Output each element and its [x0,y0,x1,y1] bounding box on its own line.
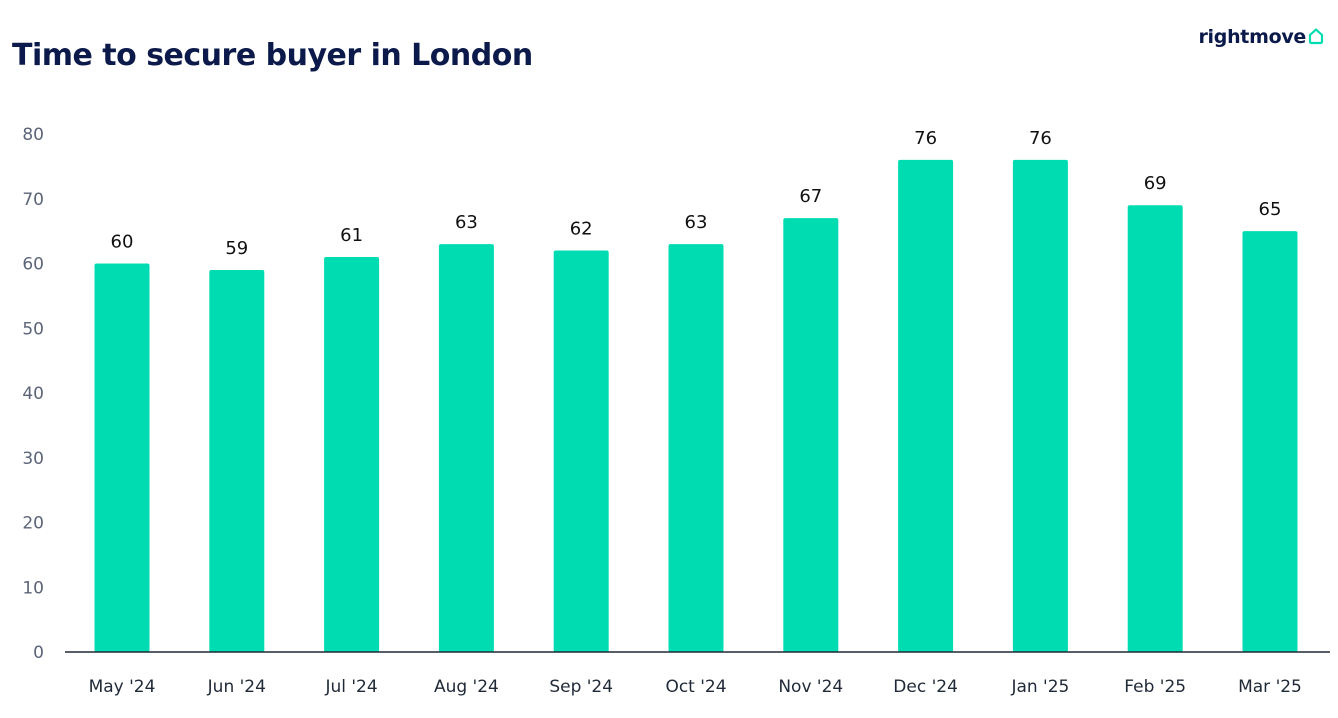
x-tick-label: Oct '24 [665,677,726,697]
y-axis-ticks: 0 10 20 30 40 50 60 70 80 [22,125,44,663]
bar [209,269,265,652]
y-tick-label: 60 [22,255,44,275]
brand-logo: rightmove [1198,26,1324,48]
y-tick-label: 20 [22,514,44,534]
x-tick-label: Jul '24 [324,677,377,697]
data-label: 63 [455,212,478,233]
data-label: 59 [225,238,248,259]
chart-title: Time to secure buyer in London [12,38,533,73]
bar [553,250,609,653]
bar [783,218,839,653]
data-label: 62 [570,219,593,240]
bar [1012,159,1068,652]
bar [1242,231,1298,652]
data-label: 61 [340,225,363,246]
y-tick-label: 80 [22,125,44,145]
x-tick-label: Feb '25 [1124,677,1186,697]
x-tick-label: Mar '25 [1238,677,1302,697]
data-label: 65 [1259,199,1282,220]
data-label: 69 [1144,173,1167,194]
bar [1127,205,1183,652]
x-tick-label: May '24 [89,677,156,697]
x-tick-label: Jun '24 [207,677,266,697]
y-tick-label: 10 [22,578,44,598]
data-label: 67 [799,186,822,207]
y-tick-label: 70 [22,190,44,210]
data-label: 76 [914,128,937,149]
data-label: 63 [685,212,708,233]
data-label: 60 [111,232,134,253]
data-label: 76 [1029,128,1052,149]
x-tick-label: Aug '24 [434,677,499,697]
x-axis-labels: May '24 Jun '24 Jul '24 Aug '24 Sep '24 Oct '… [89,677,1302,697]
bars [94,159,1298,653]
x-tick-label: Jan '25 [1010,677,1069,697]
brand-name: rightmove [1198,26,1306,48]
data-labels: 60 59 61 63 62 63 67 76 76 69 65 [111,128,1282,259]
y-tick-label: 30 [22,449,44,469]
bar [438,244,494,652]
bar [898,159,954,652]
y-tick-label: 0 [33,643,44,663]
bar [668,244,724,652]
house-outline-icon [1308,28,1324,45]
bar [324,257,380,652]
y-tick-label: 40 [22,384,44,404]
x-tick-label: Sep '24 [549,677,613,697]
x-tick-label: Dec '24 [893,677,958,697]
x-tick-label: Nov '24 [778,677,843,697]
y-tick-label: 50 [22,319,44,339]
bar [94,263,150,652]
